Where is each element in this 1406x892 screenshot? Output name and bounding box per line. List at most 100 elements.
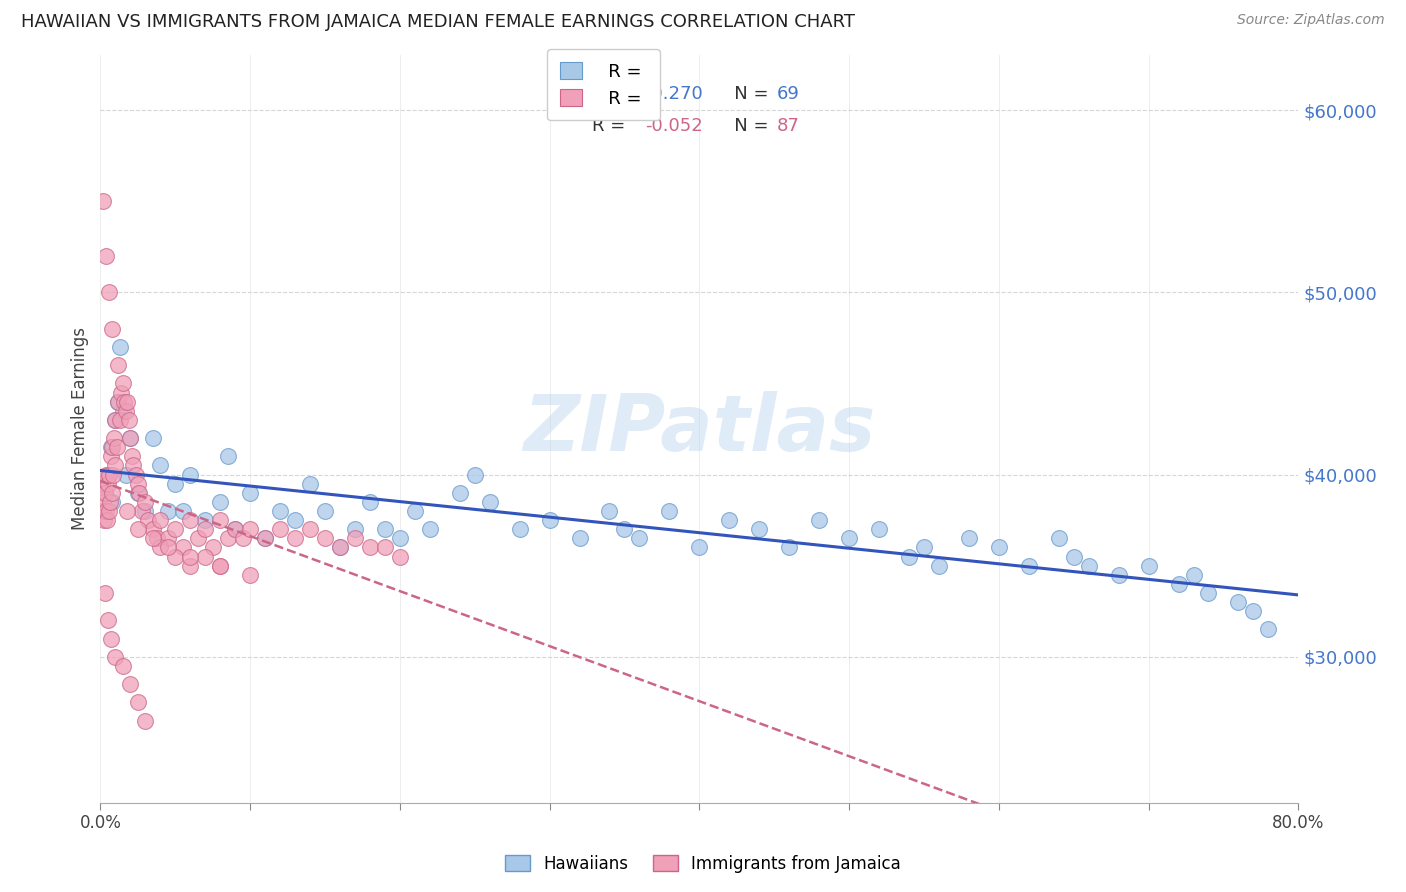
Text: 87: 87 <box>778 118 800 136</box>
Point <box>748 522 770 536</box>
Point <box>96 513 118 527</box>
Point <box>101 322 124 336</box>
Point <box>343 522 366 536</box>
Point <box>343 532 366 546</box>
Point <box>374 522 396 536</box>
Point <box>509 522 531 536</box>
Point <box>134 714 156 728</box>
Text: -0.052: -0.052 <box>645 118 703 136</box>
Point <box>538 513 561 527</box>
Point <box>209 558 232 573</box>
Point <box>104 649 127 664</box>
Point <box>120 677 142 691</box>
Point <box>93 513 115 527</box>
Text: -0.270: -0.270 <box>645 86 703 103</box>
Point <box>96 467 118 482</box>
Point <box>103 458 125 473</box>
Point <box>359 495 381 509</box>
Point <box>194 549 217 564</box>
Point <box>224 522 246 536</box>
Point <box>1077 558 1099 573</box>
Point <box>613 522 636 536</box>
Point <box>912 541 935 555</box>
Point <box>127 522 149 536</box>
Point <box>114 467 136 482</box>
Point <box>209 558 232 573</box>
Text: 69: 69 <box>778 86 800 103</box>
Point <box>100 485 122 500</box>
Point <box>111 404 134 418</box>
Point <box>97 476 120 491</box>
Point <box>127 476 149 491</box>
Point <box>239 485 262 500</box>
Text: N =: N = <box>717 86 775 103</box>
Point <box>98 467 121 482</box>
Point <box>254 532 277 546</box>
Point <box>187 532 209 546</box>
Point <box>118 413 141 427</box>
Point <box>110 385 132 400</box>
Point <box>111 376 134 391</box>
Point <box>156 504 179 518</box>
Point <box>94 485 117 500</box>
Point <box>108 413 131 427</box>
Point <box>131 504 153 518</box>
Point <box>156 532 179 546</box>
Point <box>179 467 201 482</box>
Point <box>94 504 117 518</box>
Point <box>209 495 232 509</box>
Point <box>224 522 246 536</box>
Point <box>93 194 115 209</box>
Point <box>127 485 149 500</box>
Point <box>125 467 148 482</box>
Point <box>868 522 890 536</box>
Point <box>97 613 120 627</box>
Point <box>314 532 336 546</box>
Point <box>957 532 980 546</box>
Point <box>101 440 124 454</box>
Point <box>987 541 1010 555</box>
Point <box>239 522 262 536</box>
Point <box>108 340 131 354</box>
Point <box>194 513 217 527</box>
Point <box>121 450 143 464</box>
Point <box>111 659 134 673</box>
Point <box>419 522 441 536</box>
Point <box>107 358 129 372</box>
Point <box>107 394 129 409</box>
Point <box>91 504 114 518</box>
Point <box>172 504 194 518</box>
Text: ZIPatlas: ZIPatlas <box>523 391 876 467</box>
Point <box>97 504 120 518</box>
Point <box>96 249 118 263</box>
Point <box>928 558 950 573</box>
Point <box>104 413 127 427</box>
Point <box>1108 567 1130 582</box>
Point <box>1063 549 1085 564</box>
Point <box>165 476 187 491</box>
Legend: Hawaiians, Immigrants from Jamaica: Hawaiians, Immigrants from Jamaica <box>498 848 908 880</box>
Point <box>568 532 591 546</box>
Point <box>128 485 150 500</box>
Point <box>298 522 321 536</box>
Point <box>269 504 291 518</box>
Point <box>146 532 169 546</box>
Point <box>127 695 149 709</box>
Point <box>142 522 165 536</box>
Point <box>120 431 142 445</box>
Point <box>388 532 411 546</box>
Point <box>103 431 125 445</box>
Point <box>388 549 411 564</box>
Point <box>232 532 254 546</box>
Point <box>100 450 122 464</box>
Point <box>1047 532 1070 546</box>
Point <box>688 541 710 555</box>
Point <box>239 567 262 582</box>
Point <box>329 541 352 555</box>
Point <box>107 394 129 409</box>
Point <box>1241 604 1264 618</box>
Point <box>449 485 471 500</box>
Point <box>134 504 156 518</box>
Point <box>98 285 121 300</box>
Point <box>808 513 831 527</box>
